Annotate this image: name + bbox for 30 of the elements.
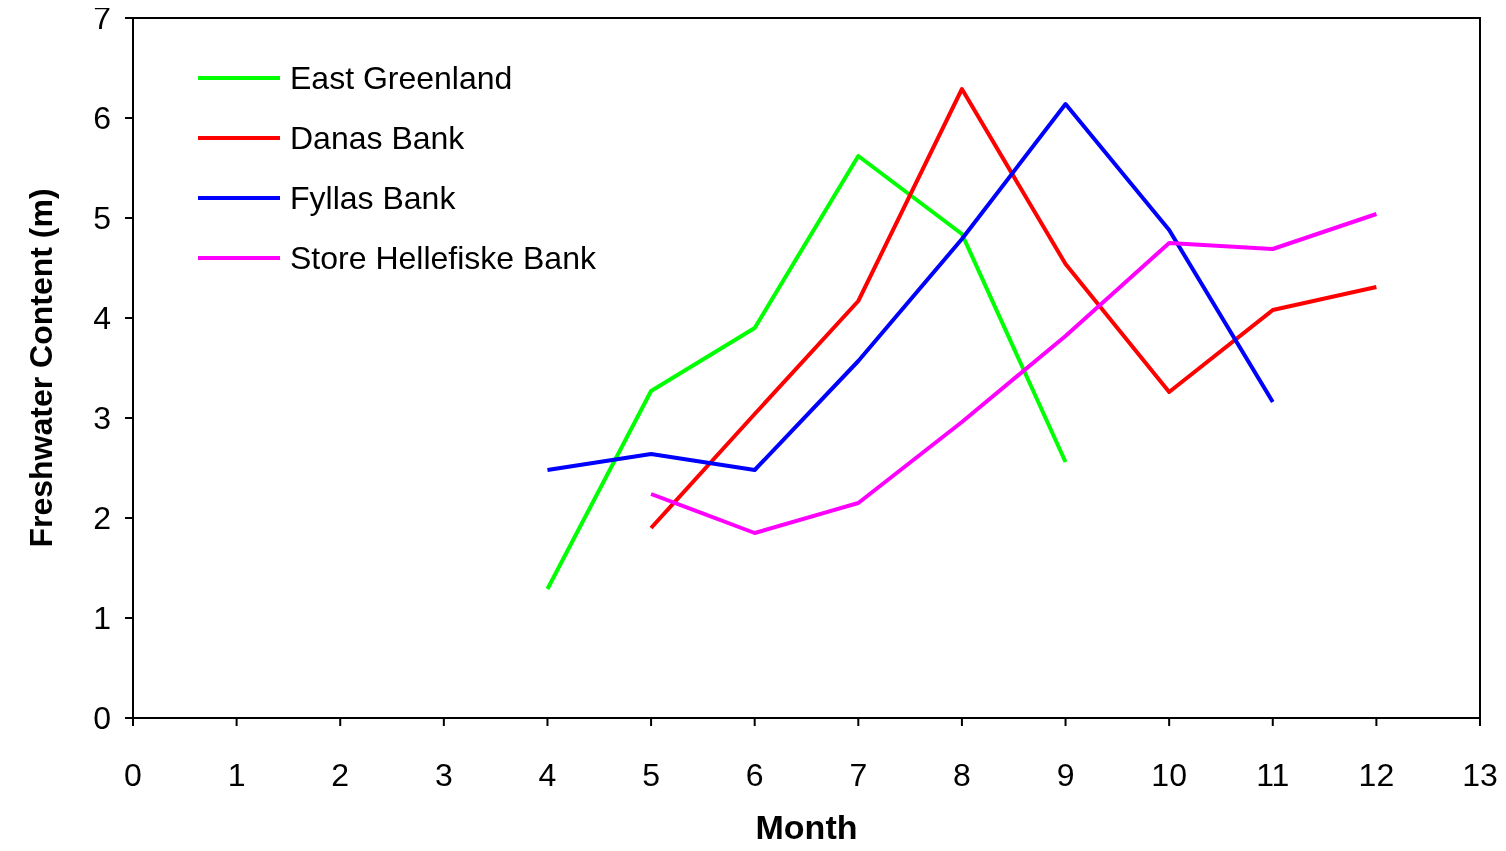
x-tick-label: 7: [849, 757, 868, 793]
x-tick-label: 3: [434, 757, 453, 793]
x-tick-label: 13: [1462, 757, 1498, 793]
y-tick-label: 7: [93, 0, 111, 37]
legend-label: Danas Bank: [290, 120, 466, 157]
x-tick-label: 1: [227, 757, 246, 793]
x-tick-label: 8: [953, 757, 971, 793]
x-tick-label: 10: [1151, 757, 1187, 793]
x-tick-label: 12: [1358, 757, 1395, 793]
y-tick-label: 5: [93, 200, 111, 237]
y-tick-label: 6: [93, 100, 111, 137]
x-tick-label: 11: [1256, 757, 1290, 793]
x-tick-label: 5: [642, 757, 660, 793]
x-axis-title: Month: [755, 808, 858, 846]
y-tick-label: 0: [93, 700, 111, 737]
legend-label: Store Hellefiske Bank: [290, 240, 597, 277]
x-tick-label: 2: [331, 757, 350, 793]
y-tick-label: 3: [93, 400, 111, 437]
y-axis-title: Freshwater Content (m): [23, 188, 59, 548]
y-tick-label: 2: [93, 500, 111, 537]
x-tick-label: 9: [1056, 757, 1075, 793]
x-tick-label: 0: [124, 757, 142, 793]
x-tick-label: 4: [538, 757, 557, 793]
x-tick-label: 6: [745, 757, 764, 793]
y-tick-label: 1: [93, 600, 111, 637]
legend-label: Fyllas Bank: [290, 180, 457, 217]
legend-label: East Greenland: [290, 60, 513, 97]
line-series: [649, 87, 1379, 530]
y-tick-label: 4: [93, 300, 111, 337]
line-series: [649, 212, 1379, 535]
